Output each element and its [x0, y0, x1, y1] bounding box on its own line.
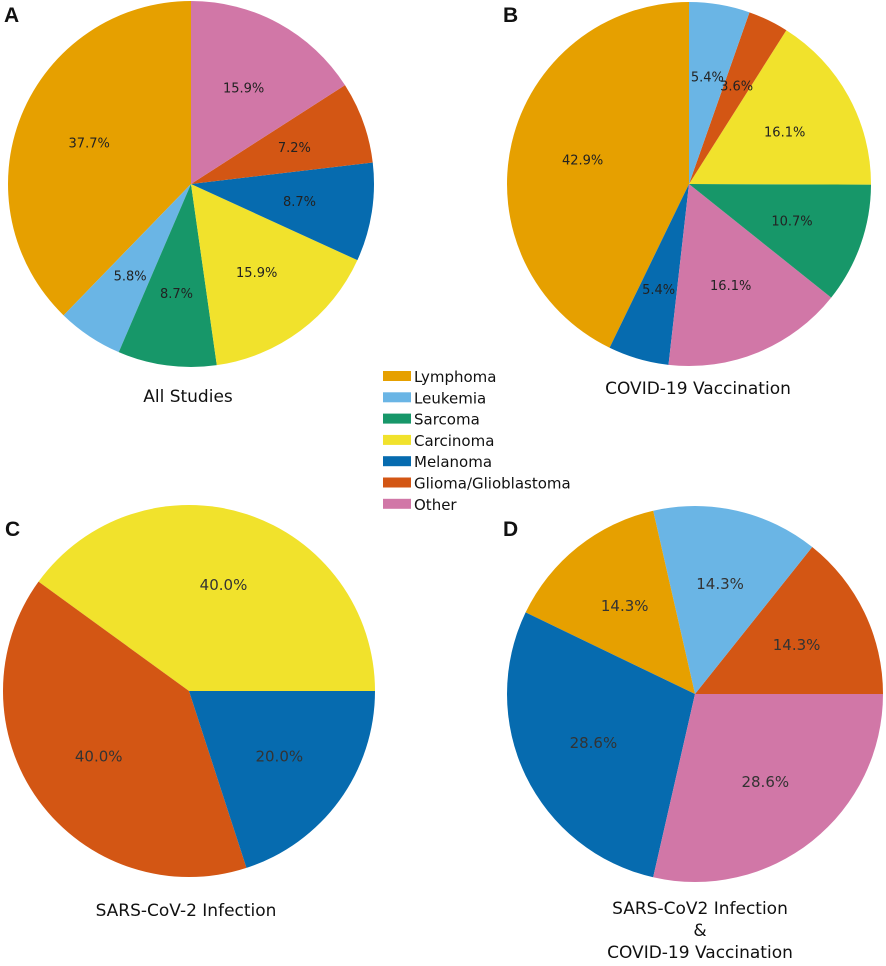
pie-slice-other: [653, 694, 883, 883]
pie-slice-lymphoma: [525, 510, 695, 694]
pie-all-studies: 37.7% 5.8% 8.7% 15.9% 8.7% 7.2% 15.9%: [8, 1, 375, 368]
slice-label-melanoma: 28.6%: [570, 734, 618, 752]
pie-slice-lymphoma: [507, 2, 689, 348]
pie-slice-carcinoma: [191, 184, 358, 366]
slice-label-leukemia: 14.3%: [696, 575, 744, 593]
pie-slice-melanoma: [189, 691, 375, 868]
legend-label: Carcinoma: [414, 432, 494, 450]
legend-item-sarcoma: Sarcoma: [383, 411, 480, 429]
panel-a: A 37.7% 5.8% 8.7% 15.9% 8.7% 7.2% 15.9% All St…: [4, 1, 375, 407]
panel-d: D 14.3% 14.3% 14.3% 28.6% 28.6% SARS-CoV2 In…: [503, 505, 883, 963]
pie-slice-glioma-glioblastoma: [689, 12, 787, 184]
pie-slice-leukemia: [653, 505, 813, 694]
legend-label: Leukemia: [414, 389, 486, 407]
slice-label-other: 16.1%: [710, 279, 751, 294]
legend-item-other: Other: [383, 496, 457, 514]
panel-label-c: C: [5, 518, 20, 541]
pie-slice-glioma-glioblastoma: [2, 581, 247, 878]
slice-label-leukemia: 5.8%: [114, 269, 147, 284]
slice-label-glioma-glioblastoma: 14.3%: [773, 636, 821, 654]
pie-slice-melanoma: [507, 612, 695, 878]
legend: Lymphoma Leukemia Sarcoma Carcinoma Melanoma…: [383, 368, 571, 514]
legend-swatch: [383, 434, 411, 445]
pie-title-line-3: COVID-19 Vaccination: [607, 943, 793, 963]
slice-label-glioma-glioblastoma: 3.6%: [720, 80, 753, 95]
legend-swatch: [383, 413, 411, 424]
slice-label-other: 28.6%: [741, 773, 789, 791]
pie-slice-glioma-glioblastoma: [191, 85, 373, 184]
pie-slice-melanoma: [191, 162, 375, 261]
slice-label-glioma-glioblastoma: 7.2%: [278, 141, 311, 156]
legend-item-lymphoma: Lymphoma: [383, 368, 496, 386]
pie-title-sars-cov-2-infection: SARS-CoV-2 Infection: [96, 901, 277, 921]
panel-c: C 40.0% 40.0% 20.0% SARS-CoV-2 Infection: [2, 504, 376, 921]
slice-label-melanoma: 20.0%: [255, 748, 303, 766]
pie-slice-glioma-glioblastoma: [695, 547, 883, 694]
pie-slice-carcinoma: [689, 30, 872, 185]
pie-sars-cov-2-infection: 40.0% 40.0% 20.0%: [2, 504, 376, 878]
slice-label-melanoma: 5.4%: [642, 283, 675, 298]
panel-label-d: D: [503, 518, 518, 541]
panel-label-a: A: [4, 4, 19, 27]
slice-label-other: 15.9%: [223, 82, 264, 97]
legend-swatch: [383, 477, 411, 488]
legend-swatch: [383, 498, 411, 509]
pie-title-covid19-vaccination: COVID-19 Vaccination: [605, 379, 791, 399]
panel-label-b: B: [503, 4, 518, 27]
slice-label-carcinoma: 40.0%: [200, 576, 248, 594]
pie-slice-leukemia: [63, 184, 191, 353]
slice-label-sarcoma: 10.7%: [771, 214, 812, 229]
legend-swatch: [383, 456, 411, 467]
legend-item-leukemia: Leukemia: [383, 389, 486, 407]
pie-slice-leukemia: [689, 1, 750, 184]
slice-label-lymphoma: 14.3%: [601, 597, 649, 615]
legend-label: Glioma/Glioblastoma: [414, 475, 571, 493]
legend-swatch: [383, 371, 411, 381]
pie-slice-melanoma: [609, 184, 689, 365]
legend-label: Other: [414, 496, 457, 514]
slice-label-lymphoma: 37.7%: [69, 137, 110, 152]
legend-label: Lymphoma: [414, 368, 496, 386]
legend-label: Sarcoma: [414, 411, 480, 429]
pie-slice-sarcoma: [689, 184, 871, 298]
legend-item-carcinoma: Carcinoma: [383, 432, 494, 450]
slice-label-lymphoma: 42.9%: [562, 154, 603, 169]
slice-label-carcinoma: 16.1%: [764, 126, 805, 141]
legend-item-glioma-glioblastoma: Glioma/Glioblastoma: [383, 475, 571, 493]
slice-label-leukemia: 5.4%: [691, 70, 724, 85]
legend-item-melanoma: Melanoma: [383, 453, 492, 471]
slice-label-glioma-glioblastoma: 40.0%: [75, 748, 123, 766]
pie-title-line-1: SARS-CoV2 Infection: [612, 899, 788, 919]
panel-b: B 42.9%5.4% 16.1%10.7%16.1%3.6%5.4% COVID…: [503, 1, 872, 399]
legend-label: Melanoma: [414, 453, 492, 471]
legend-swatch: [383, 392, 411, 403]
pie-slice-other: [191, 1, 345, 184]
pie-title-all-studies: All Studies: [143, 387, 233, 407]
pie-infection-and-vaccination: 14.3% 14.3% 14.3% 28.6% 28.6%: [507, 505, 883, 883]
pie-slice-carcinoma: [38, 504, 376, 691]
pie-slice-sarcoma: [118, 184, 217, 368]
slice-label-carcinoma: 15.9%: [236, 266, 277, 281]
pie-slice-other: [668, 184, 832, 366]
slice-label-sarcoma: 8.7%: [160, 287, 193, 302]
pie-covid19-vaccination: 42.9%5.4% 16.1%10.7%16.1%3.6%5.4%: [507, 1, 872, 366]
pie-slice-lymphoma: [8, 1, 192, 316]
slice-label-melanoma: 8.7%: [283, 195, 316, 210]
pie-title-line-2: &: [693, 921, 706, 941]
